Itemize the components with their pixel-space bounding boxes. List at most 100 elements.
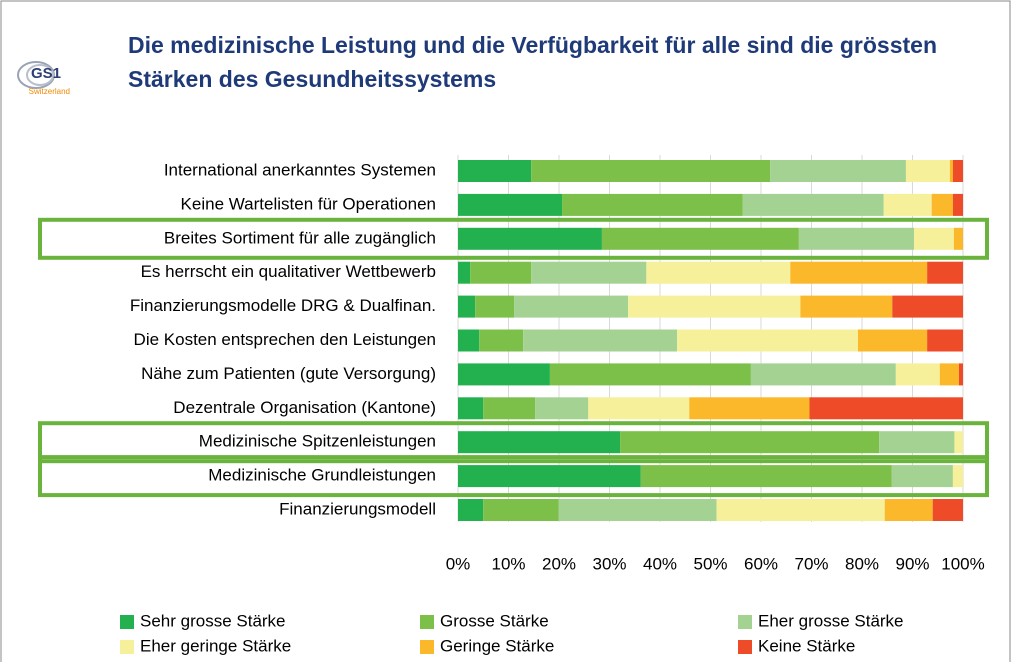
bar-segment <box>558 499 717 521</box>
bar-segment <box>952 193 963 216</box>
bar-segment <box>742 193 884 216</box>
bar-segment <box>458 499 484 521</box>
x-tick-label: 80% <box>845 554 879 573</box>
bar-segment <box>798 227 915 250</box>
legend-label: Eher geringe Stärke <box>140 636 291 655</box>
bar-segment <box>479 329 524 352</box>
bar-segment <box>458 160 532 182</box>
logo-text: GS1 <box>31 65 61 82</box>
bar-segment <box>892 295 963 318</box>
bar-segment <box>514 295 629 318</box>
x-tick-label: 40% <box>643 554 677 573</box>
legend-swatch <box>420 640 434 654</box>
bar-segment <box>931 193 953 216</box>
bar-segment <box>857 329 928 352</box>
chart-title: Die medizinische Leistung und die Verfüg… <box>128 32 937 92</box>
legend-label: Keine Stärke <box>758 636 855 655</box>
y-tick-label: Breites Sortiment für alle zugänglich <box>164 228 436 247</box>
highlight-box <box>38 217 989 260</box>
y-tick-label: Finanzierungsmodelle DRG & Dualfinan. <box>130 296 436 315</box>
bar-segment <box>905 160 950 182</box>
y-tick-label: Medizinische Grundleistungen <box>208 466 436 485</box>
legend-label: Grosse Stärke <box>440 611 549 630</box>
bar-segment <box>952 160 963 182</box>
bar-segment <box>535 397 589 420</box>
bar-segment <box>458 295 476 318</box>
bar-segment <box>640 465 892 488</box>
highlight-box <box>38 455 989 498</box>
bar-segment <box>601 227 799 250</box>
bar-segment <box>458 193 563 216</box>
logo-ring <box>26 64 54 86</box>
y-tick-label: Finanzierungsmodell <box>279 499 436 518</box>
y-tick-label: Dezentrale Organisation (Kantone) <box>173 398 436 417</box>
logo: GS1 Switzerland <box>17 61 70 96</box>
bar-segment <box>949 160 953 182</box>
bar-segment <box>958 363 963 386</box>
bar-segment <box>914 227 954 250</box>
legend-swatch <box>738 615 752 629</box>
bar-segment <box>483 397 536 420</box>
bar-segment <box>531 261 647 284</box>
bar-segment <box>954 431 963 454</box>
y-tick-label: Nähe zum Patienten (gute Versorgung) <box>141 364 436 383</box>
legend-swatch <box>738 640 752 654</box>
bar-segment <box>531 160 771 182</box>
bar-segment <box>562 193 743 216</box>
bar-segment <box>932 499 963 521</box>
legend-swatch <box>420 615 434 629</box>
bar-segment <box>895 363 940 386</box>
bar-segment <box>800 295 893 318</box>
bar-segment <box>523 329 678 352</box>
bar-segment <box>750 363 896 386</box>
x-tick-label: 90% <box>895 554 929 573</box>
bar-segment <box>458 261 471 284</box>
bar-segment <box>620 431 880 454</box>
legend-swatch <box>120 615 134 629</box>
bar-segment <box>646 261 791 284</box>
x-tick-label: 0% <box>446 554 471 573</box>
legend-label: Sehr grosse Stärke <box>140 611 286 630</box>
bar-segment <box>939 363 959 386</box>
bar-segment <box>891 465 953 488</box>
x-tick-label: 50% <box>693 554 727 573</box>
bar-segment <box>475 295 515 318</box>
x-tick-label: 10% <box>491 554 525 573</box>
bar-segment <box>716 499 885 521</box>
y-tick-label: International anerkanntes Systemen <box>164 160 436 179</box>
y-tick-label: Die Kosten entsprechen den Leistungen <box>134 330 436 349</box>
bar-segment <box>790 261 928 284</box>
bar-segment <box>884 499 933 521</box>
bar-segment <box>927 261 963 284</box>
bar-segment <box>458 397 484 420</box>
logo-subtext: Switzerland <box>29 87 70 96</box>
x-tick-label: 100% <box>941 554 984 573</box>
x-tick-label: 60% <box>744 554 778 573</box>
x-tick-label: 30% <box>592 554 626 573</box>
bar-segment <box>628 295 801 318</box>
bar-segment <box>588 397 690 420</box>
highlight-box <box>38 421 989 464</box>
y-tick-label: Medizinische Spitzenleistungen <box>199 432 436 451</box>
bar-segment <box>458 227 602 250</box>
x-tick-label: 70% <box>794 554 828 573</box>
legend-swatch <box>120 640 134 654</box>
x-tick-label: 20% <box>542 554 576 573</box>
bar-segment <box>549 363 751 386</box>
bar-segment <box>458 363 550 386</box>
bar-segment <box>770 160 906 182</box>
bar-segment <box>689 397 810 420</box>
bar-segment <box>483 499 559 521</box>
legend-label: Geringe Stärke <box>440 636 554 655</box>
legend-label: Eher grosse Stärke <box>758 611 904 630</box>
bar-segment <box>927 329 963 352</box>
bar-segment <box>952 465 963 488</box>
bar-segment <box>458 329 480 352</box>
bar-segment <box>809 397 963 420</box>
bar-segment <box>953 227 963 250</box>
bar-segment <box>470 261 532 284</box>
bar-segment <box>458 465 641 488</box>
